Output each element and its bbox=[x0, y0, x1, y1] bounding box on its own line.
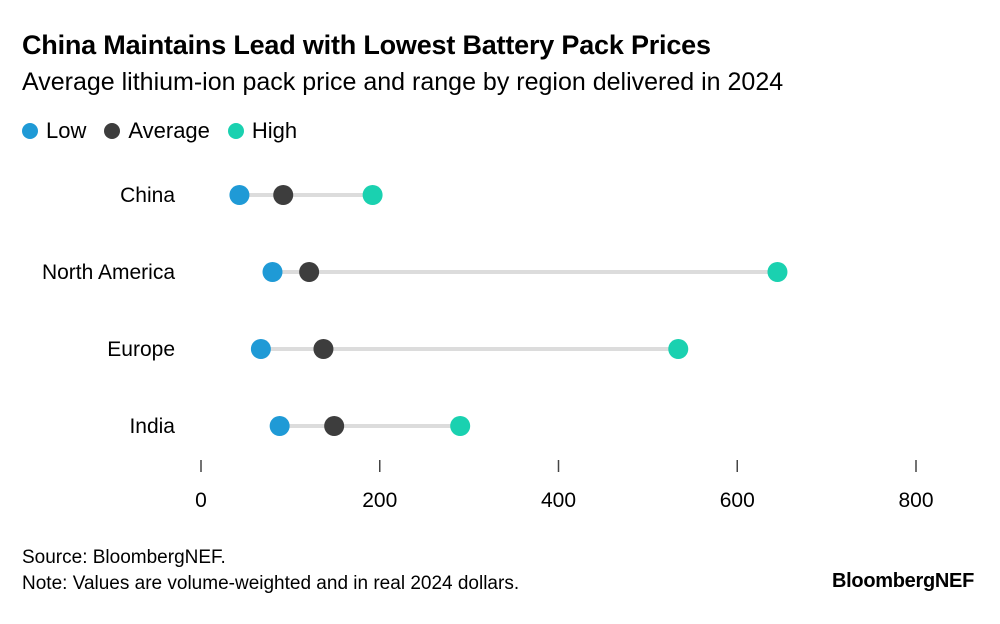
legend-item-average: Average bbox=[104, 118, 210, 144]
point-low-north-america bbox=[262, 262, 283, 282]
x-tick-label-400: 400 bbox=[541, 489, 576, 512]
legend-label-high: High bbox=[251, 118, 298, 143]
dumbbell-chart: 0 200 400 600 800 China North America Europe Ind… bbox=[42, 184, 934, 512]
point-average-india bbox=[324, 416, 345, 436]
category-label-north-america: North America bbox=[42, 261, 175, 284]
category-label-china: China bbox=[120, 184, 175, 207]
category-label-europe: Europe bbox=[107, 338, 175, 361]
point-high-north-america bbox=[767, 262, 788, 282]
point-high-india bbox=[450, 416, 471, 436]
x-tick-label-0: 0 bbox=[195, 489, 207, 512]
legend: Low Average High bbox=[22, 118, 315, 144]
x-tick-label-800: 800 bbox=[898, 489, 933, 512]
category-label-india: India bbox=[129, 415, 175, 438]
point-low-china bbox=[229, 185, 250, 205]
source-text: Source: BloombergNEF. bbox=[22, 547, 226, 568]
point-low-india bbox=[269, 416, 290, 436]
legend-dot-high bbox=[227, 123, 244, 139]
legend-dot-low bbox=[22, 123, 38, 139]
point-low-europe bbox=[250, 339, 271, 359]
point-average-europe bbox=[313, 339, 334, 359]
legend-label-low: Low bbox=[46, 118, 87, 143]
brand-logo: BloombergNEF bbox=[832, 570, 974, 592]
point-average-china bbox=[273, 185, 294, 205]
point-high-europe bbox=[668, 339, 689, 359]
legend-dot-average bbox=[104, 123, 121, 139]
footer-notes: Source: BloombergNEF. Note: Values are v… bbox=[22, 545, 519, 597]
legend-label-average: Average bbox=[128, 118, 210, 143]
point-high-china bbox=[362, 185, 383, 205]
note-text: Note: Values are volume-weighted and in … bbox=[22, 573, 520, 594]
point-average-north-america bbox=[299, 262, 320, 282]
x-tick-label-600: 600 bbox=[720, 489, 755, 512]
chart-title: China Maintains Lead with Lowest Battery… bbox=[22, 30, 711, 60]
chart-subtitle: Average lithium-ion pack price and range… bbox=[22, 68, 784, 96]
x-tick-label-200: 200 bbox=[362, 489, 397, 512]
legend-item-low: Low bbox=[22, 118, 86, 144]
legend-item-high: High bbox=[227, 118, 298, 144]
